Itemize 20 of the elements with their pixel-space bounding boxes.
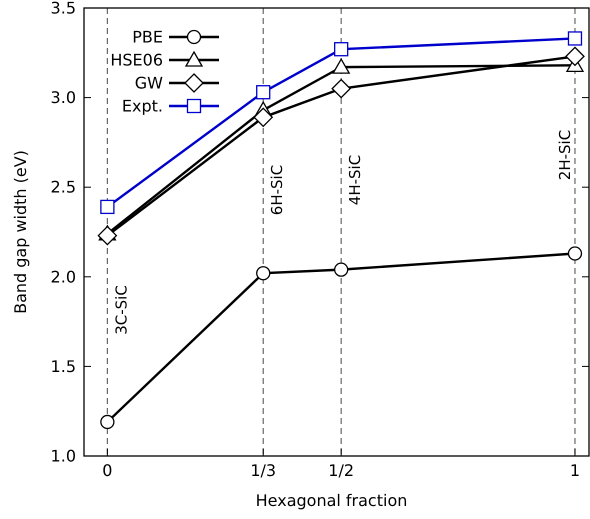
ref-line-label: 4H-SiC xyxy=(346,154,364,206)
ref-line-label: 3C-SiC xyxy=(112,285,130,335)
y-tick-label: 2.0 xyxy=(50,267,76,286)
ref-line-label: 6H-SiC xyxy=(268,164,286,216)
x-tick-label: 1/3 xyxy=(250,461,276,480)
legend-label: HSE06 xyxy=(110,50,163,70)
x-tick-label: 1/2 xyxy=(328,461,354,480)
legend-label: GW xyxy=(134,74,164,92)
y-tick-label: 2.5 xyxy=(50,178,76,197)
x-tick-label: 1 xyxy=(570,461,580,480)
y-tick-label: 3.5 xyxy=(50,0,76,18)
ref-line-label: 2H-SiC xyxy=(556,130,574,180)
x-axis-title: Hexagonal fraction xyxy=(256,491,408,510)
y-tick-label: 1.0 xyxy=(50,446,76,466)
legend-label: PBE xyxy=(132,28,163,46)
x-tick-label: 0 xyxy=(102,461,112,480)
y-tick-label: 3.0 xyxy=(50,88,76,108)
y-axis-title: Band gap width (eV) xyxy=(11,150,30,314)
legend-label: Expt. xyxy=(122,96,163,116)
y-tick-label: 1.5 xyxy=(50,356,76,376)
